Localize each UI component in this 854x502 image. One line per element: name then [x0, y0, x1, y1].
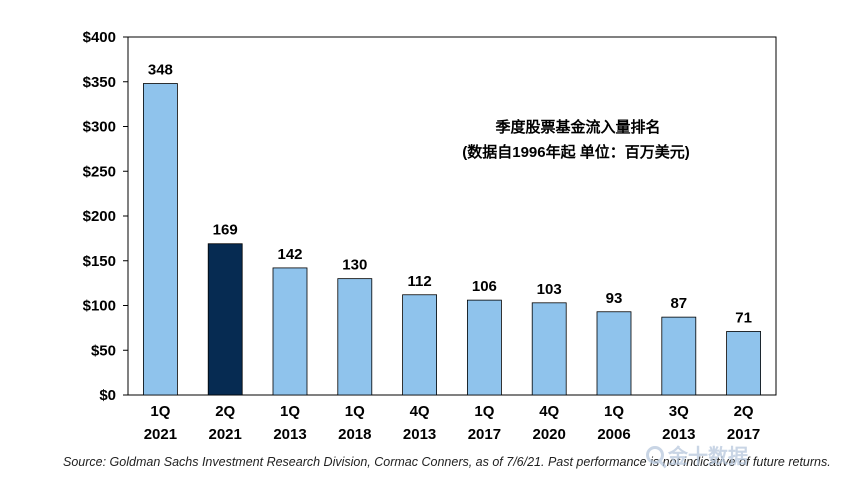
y-tick-label: $250 [83, 163, 116, 180]
x-tick-label-quarter: 1Q [345, 403, 365, 420]
x-tick-label-quarter: 4Q [410, 403, 430, 420]
x-tick-label-year: 2013 [662, 426, 695, 443]
bar-series: 348 169 142 130 112 106 103 93 87 71 [142, 62, 761, 396]
source-note: Source: Goldman Sachs Investment Researc… [63, 455, 831, 469]
bar [726, 331, 761, 396]
x-tick-label-year: 2021 [209, 426, 242, 443]
x-tick-label-year: 2013 [273, 426, 306, 443]
bar [466, 299, 502, 396]
watermark: 金十数据 [646, 440, 748, 469]
bar-value-label: 348 [148, 62, 173, 79]
bar-value-label: 130 [342, 257, 367, 274]
y-tick-label: $100 [83, 298, 116, 315]
y-tick-label: $400 [83, 29, 116, 46]
x-tick-label-year: 2006 [597, 426, 630, 443]
bar-value-label: 169 [213, 222, 238, 239]
bar [661, 316, 697, 396]
y-tick-label: $50 [91, 342, 116, 359]
x-tick-label-year: 2020 [533, 426, 566, 443]
x-tick-label-year: 2017 [468, 426, 501, 443]
x-tick-label-quarter: 2Q [215, 403, 235, 420]
bar [272, 267, 308, 396]
bar [207, 243, 243, 396]
bar-value-label: 112 [407, 273, 431, 290]
x-tick-label-quarter: 1Q [474, 403, 494, 420]
bar-value-label: 106 [472, 278, 497, 295]
bar-value-label: 87 [670, 295, 687, 312]
x-tick-label-year: 2017 [727, 426, 760, 443]
y-tick-label: $300 [83, 119, 116, 136]
chart-title: 季度股票基金流入量排名 [495, 118, 660, 136]
bar-value-label: 142 [277, 246, 302, 263]
y-tick-label: $200 [83, 208, 116, 225]
x-axis: 1Q 2021 2Q 2021 1Q 2013 1Q 2018 4Q 2013 1Q 2017 4Q 20… [144, 403, 761, 443]
x-tick-label-quarter: 1Q [280, 403, 300, 420]
watermark-text: 金十数据 [668, 446, 748, 468]
y-tick-label: $150 [83, 253, 116, 270]
y-tick-label: $350 [83, 74, 116, 91]
bar-value-label: 71 [735, 309, 752, 326]
y-tick-label: $0 [99, 387, 116, 404]
bar-value-label: 93 [606, 290, 623, 307]
x-tick-label-quarter: 2Q [734, 403, 754, 420]
x-tick-label-year: 2021 [144, 426, 177, 443]
x-tick-label-quarter: 3Q [669, 403, 689, 420]
bar [596, 311, 632, 396]
bar [337, 278, 373, 396]
x-tick-label-year: 2018 [338, 426, 371, 443]
search-icon [646, 445, 664, 464]
bar [142, 83, 178, 396]
x-tick-label-quarter: 1Q [604, 403, 624, 420]
chart-subtitle: (数据自1996年起 单位：百万美元) [462, 143, 690, 161]
x-tick-label-quarter: 4Q [539, 403, 559, 420]
bar [531, 302, 567, 396]
x-tick-label-quarter: 1Q [150, 403, 170, 420]
bar [402, 294, 438, 396]
bar-value-label: 103 [537, 281, 562, 298]
x-tick-label-year: 2013 [403, 426, 436, 443]
y-axis: $0 $50 $100 $150 $200 $250 $300 $350 $400 [83, 29, 128, 404]
